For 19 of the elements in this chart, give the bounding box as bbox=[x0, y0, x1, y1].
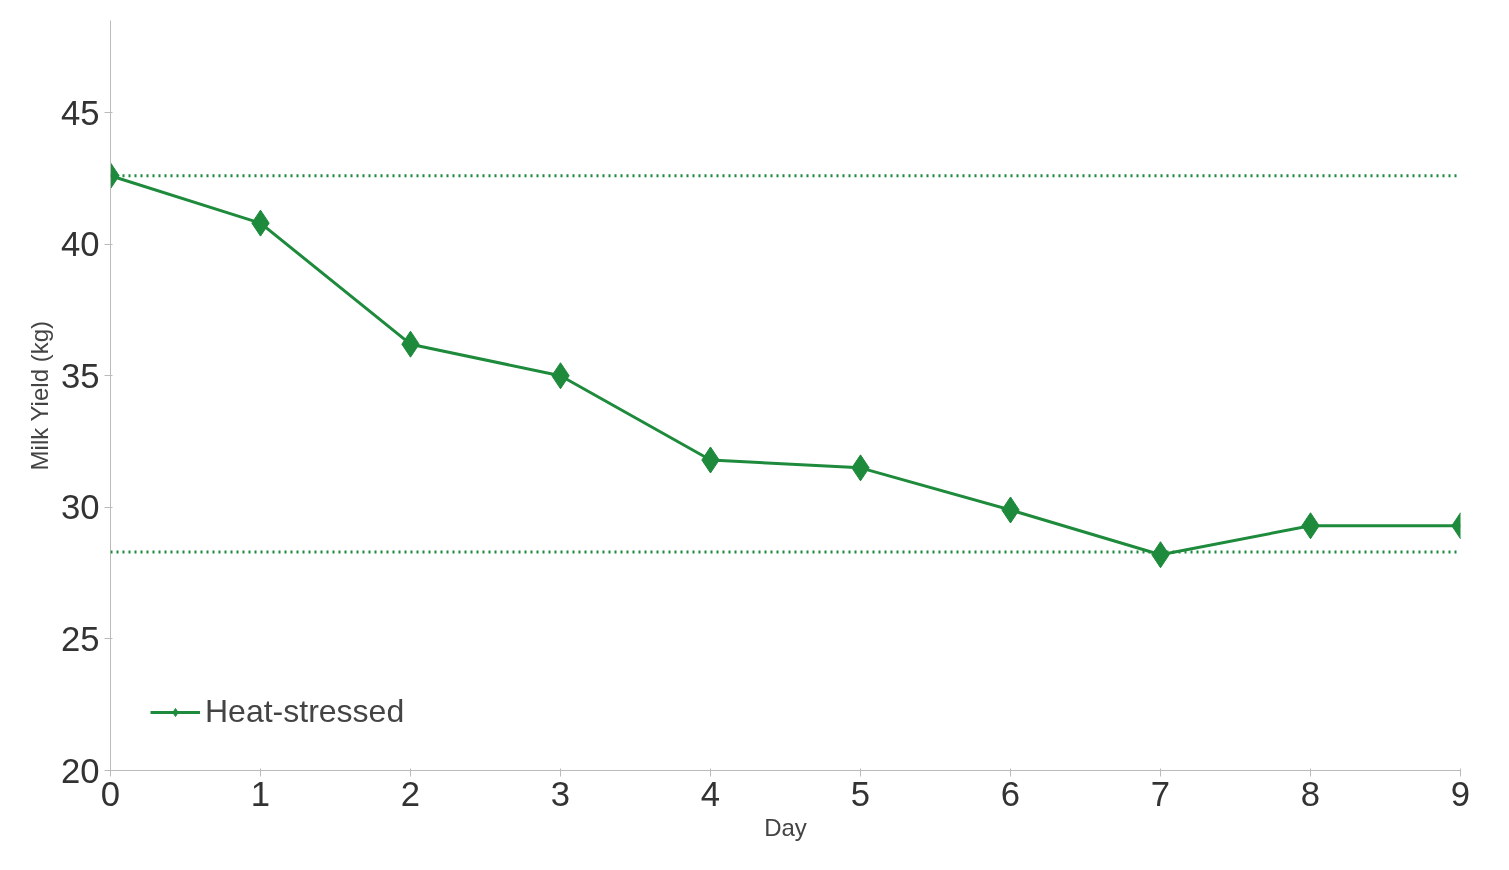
y-axis-title: Milk Yield (kg) bbox=[25, 321, 53, 471]
x-tick-label: 0 bbox=[100, 774, 121, 813]
y-tick-label: 45 bbox=[60, 93, 100, 132]
x-tick-label: 5 bbox=[850, 774, 871, 813]
legend-label: Heat-stressed bbox=[205, 693, 405, 730]
y-tick-label: 25 bbox=[60, 619, 100, 658]
x-tick-label: 2 bbox=[400, 774, 421, 813]
y-tick-label: 40 bbox=[60, 225, 100, 264]
x-tick-label: 4 bbox=[700, 774, 721, 813]
y-tick-label: 20 bbox=[60, 751, 100, 790]
x-tick-label: 8 bbox=[1300, 774, 1321, 813]
y-tick-label: 30 bbox=[60, 488, 100, 527]
y-tick-label: 35 bbox=[60, 356, 100, 395]
x-tick-label: 7 bbox=[1150, 774, 1171, 813]
x-axis-title: Day bbox=[764, 813, 807, 841]
x-tick-label: 6 bbox=[1000, 774, 1021, 813]
x-tick-label: 1 bbox=[250, 774, 271, 813]
x-tick-label: 3 bbox=[550, 774, 571, 813]
x-tick-label: 9 bbox=[1450, 774, 1471, 813]
